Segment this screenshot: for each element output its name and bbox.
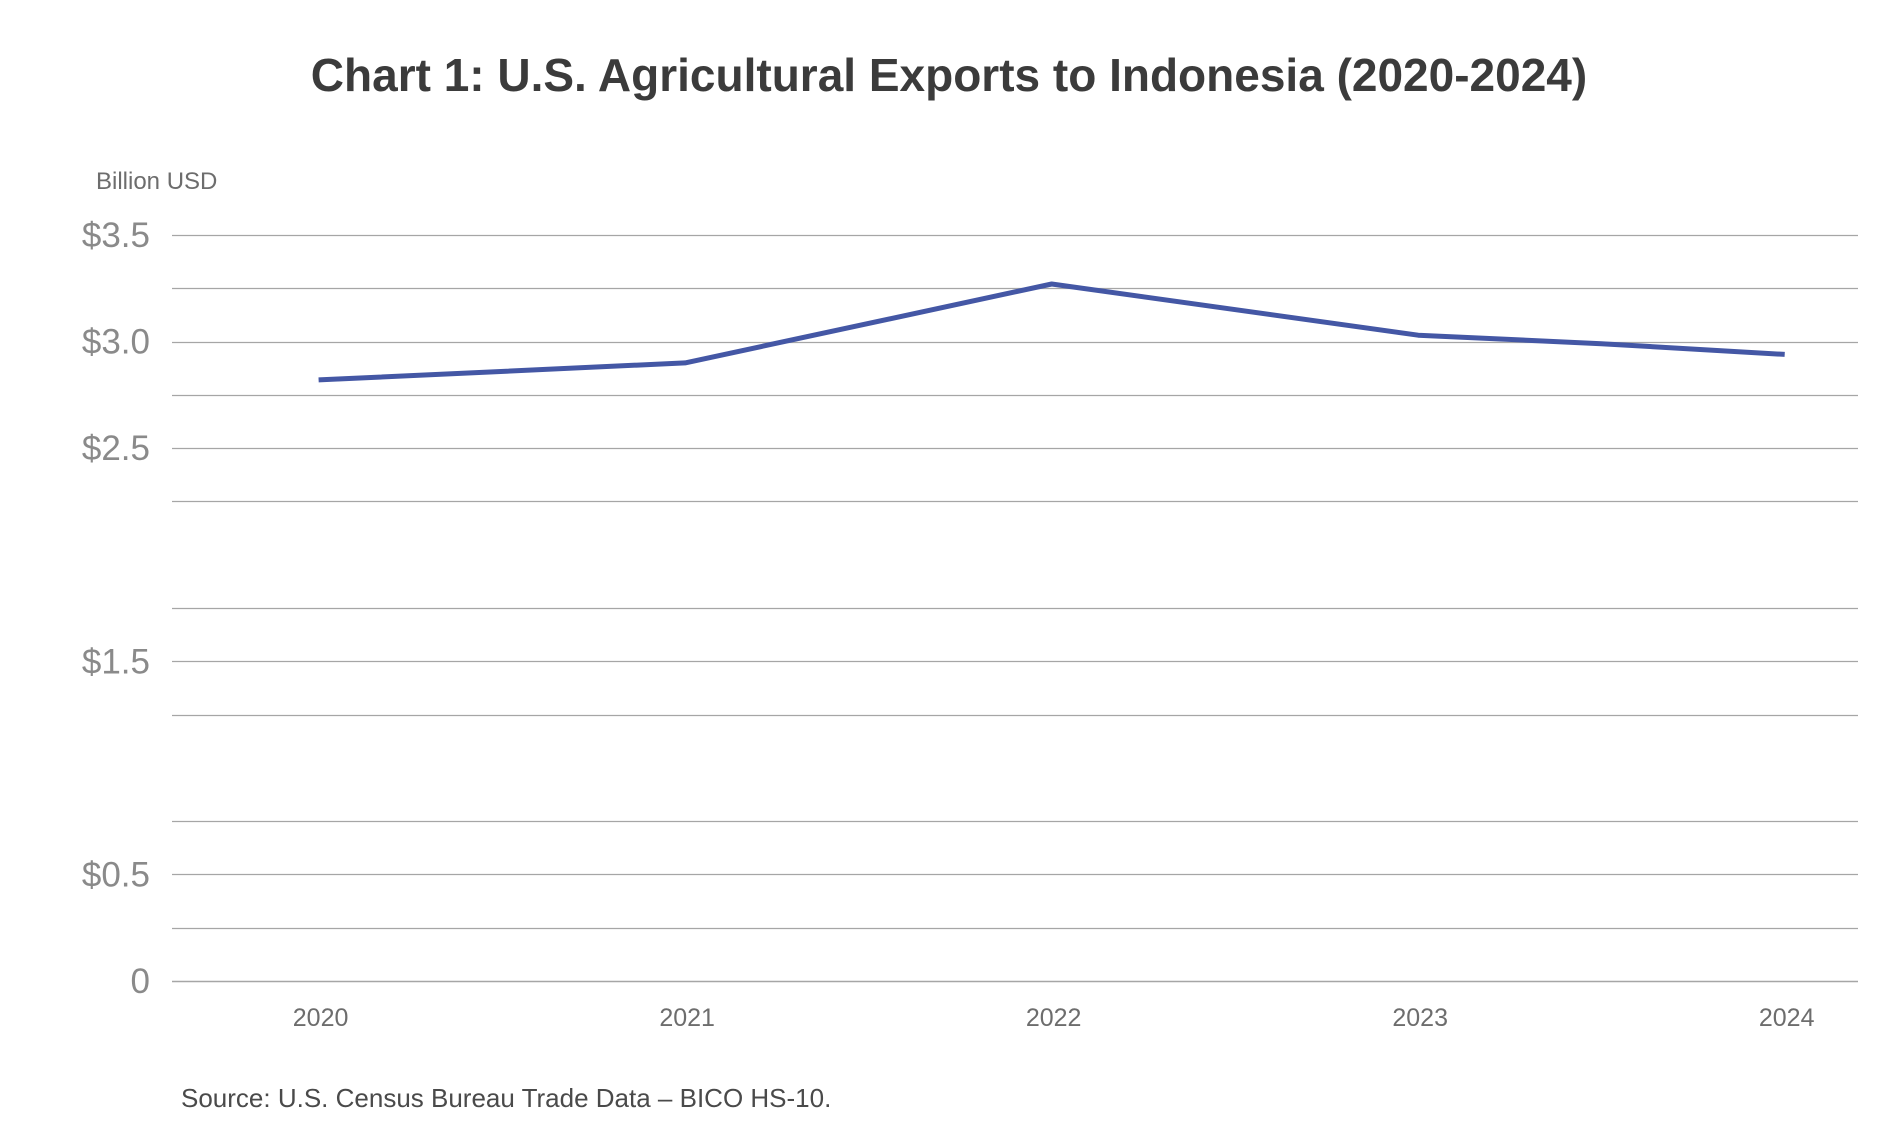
x-tick-label: 2024	[1759, 1004, 1815, 1032]
y-tick-label: $0.5	[82, 855, 150, 894]
x-tick-label: 2022	[1026, 1004, 1082, 1032]
series-layer	[318, 281, 1785, 383]
gridlines	[172, 234, 1858, 983]
x-axis-tick-labels: 2020 2021 2022 2023 2024	[293, 1004, 1815, 1032]
y-axis-tick-labels: $3.5 $3.0 $2.5 $1.5 $0.5 0	[82, 216, 150, 1001]
y-axis-unit-label: Billion USD	[96, 168, 218, 195]
source-note: Source: U.S. Census Bureau Trade Data – …	[181, 1083, 832, 1113]
y-tick-label: $3.0	[82, 323, 150, 362]
x-tick-label: 2021	[659, 1004, 715, 1032]
y-tick-label: $2.5	[82, 429, 150, 468]
x-tick-label: 2023	[1392, 1004, 1448, 1032]
chart-title: Chart 1: U.S. Agricultural Exports to In…	[310, 49, 1588, 101]
series-line	[318, 281, 1785, 383]
y-tick-label: $3.5	[82, 216, 150, 255]
y-tick-label: $1.5	[82, 642, 150, 681]
y-tick-label: 0	[131, 962, 150, 1001]
x-tick-label: 2020	[293, 1004, 349, 1032]
